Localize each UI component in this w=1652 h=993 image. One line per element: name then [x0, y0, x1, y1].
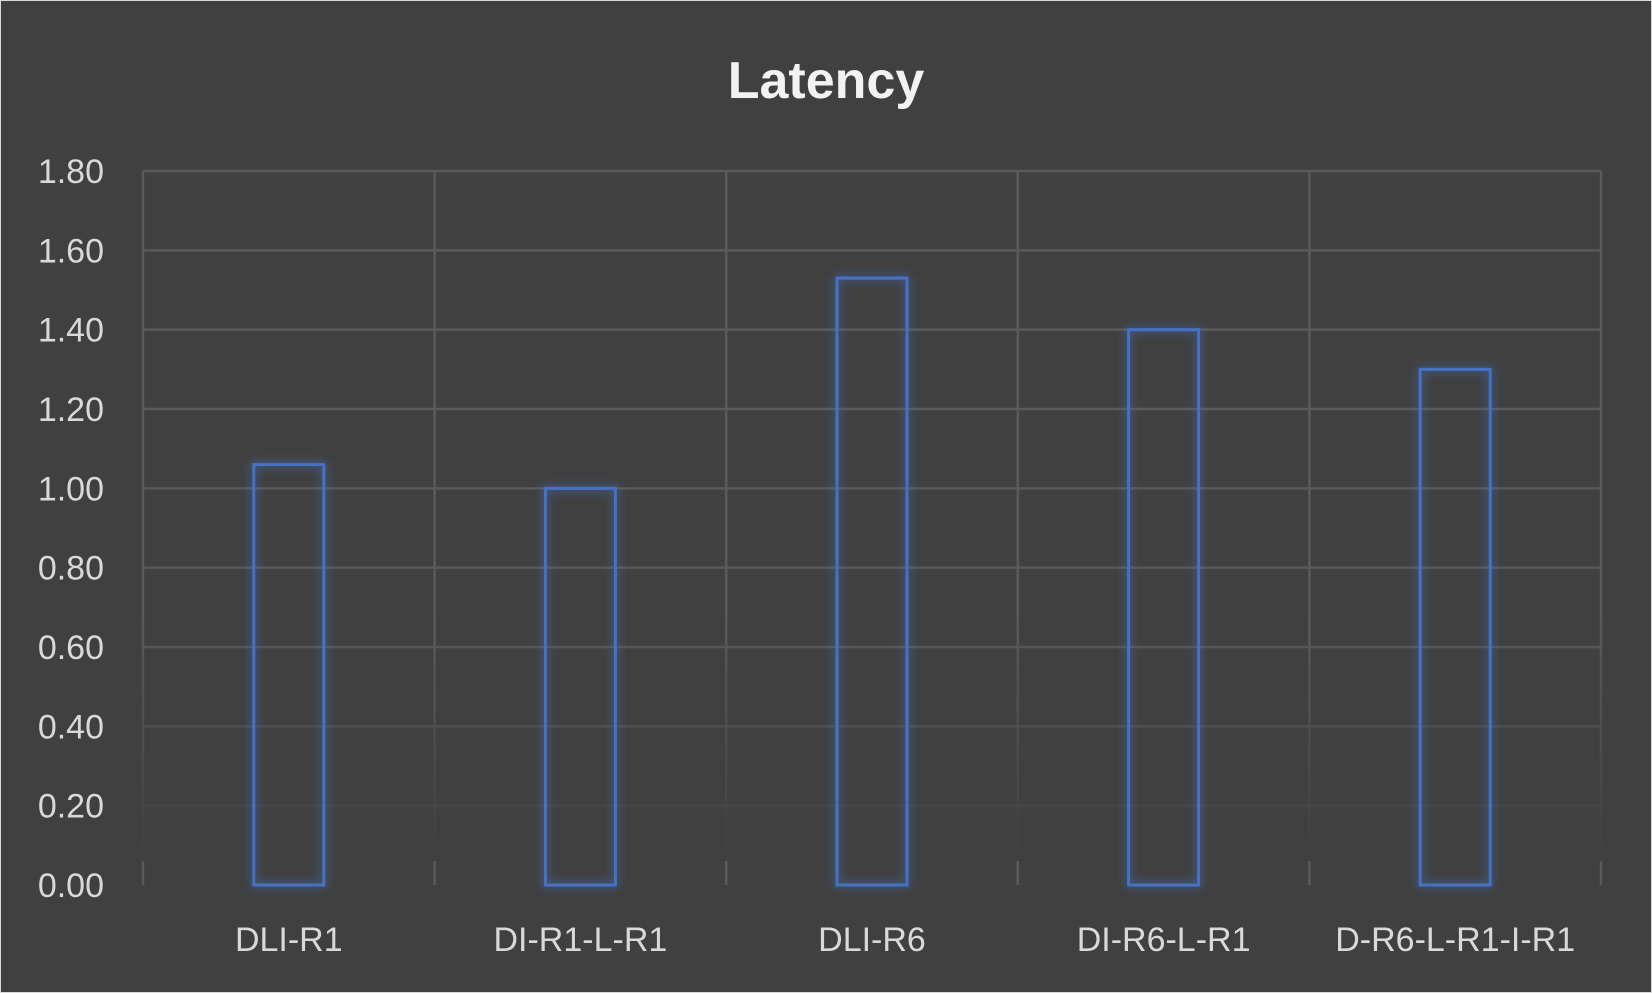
- y-tick-label: 1.00: [38, 470, 104, 508]
- y-tick-label: 0.60: [38, 629, 104, 667]
- y-tick-label: 1.60: [38, 232, 104, 270]
- y-tick-label: 1.80: [38, 153, 104, 191]
- x-tick-label: DI-R1-L-R1: [493, 921, 667, 959]
- chart-title: Latency: [728, 52, 925, 110]
- y-tick-label: 0.20: [38, 788, 104, 826]
- x-tick-label: DI-R6-L-R1: [1077, 921, 1251, 959]
- x-axis-ticks: DLI-R1 DI-R1-L-R1 DLI-R6 DI-R6-L-R1 D-R6-L-R…: [235, 921, 1575, 959]
- x-tick-label: DLI-R1: [235, 921, 343, 959]
- y-tick-label: 0.00: [38, 867, 104, 905]
- y-tick-label: 0.80: [38, 550, 104, 588]
- x-tick-label: DLI-R6: [818, 921, 926, 959]
- y-axis-ticks: 0.00 0.20 0.40 0.60 0.80 1.00 1.20 1.40 1.60 1.80: [38, 153, 104, 905]
- y-tick-label: 1.20: [38, 391, 104, 429]
- y-tick-label: 0.40: [38, 708, 104, 746]
- grid-fade-overlay: [131, 611, 1606, 861]
- bar-d-r6-l-r1-i-r1: [1418, 367, 1492, 887]
- bar-di-r1-l-r1: [543, 486, 617, 887]
- x-tick-label: D-R6-L-R1-I-R1: [1335, 921, 1575, 959]
- bar-dli-r1: [252, 463, 326, 887]
- bars: [252, 276, 1492, 887]
- y-tick-label: 1.40: [38, 312, 104, 350]
- bar-dli-r6: [835, 276, 909, 887]
- bar-di-r6-l-r1: [1127, 328, 1201, 887]
